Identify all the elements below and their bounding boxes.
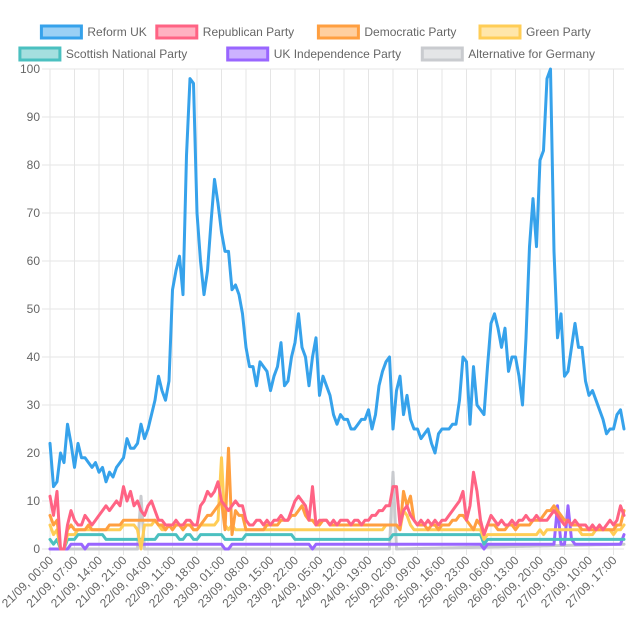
legend-swatch — [39, 24, 83, 40]
legend-item-uk-independence-party[interactable]: UK Independence Party — [226, 46, 401, 62]
series-line-scottish-national-party[interactable] — [48, 533, 626, 551]
legend-swatch — [226, 46, 270, 62]
y-tick-label: 40 — [27, 350, 41, 364]
legend-item-scottish-national-party[interactable]: Scottish National Party — [18, 46, 187, 62]
y-tick-label: 100 — [20, 62, 40, 76]
legend-item-reform-uk[interactable]: Reform UK — [39, 24, 147, 40]
grid-lines — [42, 68, 624, 555]
series-line-green-party[interactable] — [48, 456, 626, 551]
legend-item-alternative-for-germany[interactable]: Alternative for Germany — [420, 46, 595, 62]
series-line-reform-uk[interactable] — [48, 67, 626, 489]
legend-label: Scottish National Party — [66, 47, 187, 61]
y-tick-label: 70 — [27, 206, 41, 220]
legend-label: Green Party — [526, 25, 591, 39]
legend-item-democratic-party[interactable]: Democratic Party — [316, 24, 456, 40]
y-tick-label: 30 — [27, 398, 41, 412]
y-tick-label: 60 — [27, 254, 41, 268]
legend: Reform UK Republican Party Democratic Part… — [18, 24, 595, 62]
y-tick-label: 50 — [27, 302, 41, 316]
legend-label: Democratic Party — [364, 25, 456, 39]
y-tick-label: 20 — [27, 446, 41, 460]
y-tick-label: 10 — [27, 494, 41, 508]
series-line-uk-independence-party[interactable] — [48, 504, 626, 551]
legend-swatch — [478, 24, 522, 40]
legend-swatch — [155, 24, 199, 40]
legend-label: Reform UK — [87, 25, 146, 39]
y-tick-label: 90 — [27, 110, 41, 124]
legend-swatch — [420, 46, 464, 62]
series-line-alternative-for-germany[interactable] — [48, 470, 626, 551]
y-tick-label: 80 — [27, 158, 41, 172]
legend-item-green-party[interactable]: Green Party — [478, 24, 591, 40]
series-layer — [48, 67, 626, 551]
legend-item-republican-party[interactable]: Republican Party — [155, 24, 294, 40]
legend-label: Alternative for Germany — [468, 47, 595, 61]
legend-label: Republican Party — [203, 25, 294, 39]
legend-swatch — [18, 46, 62, 62]
y-tick-label: 0 — [33, 542, 40, 556]
legend-swatch — [316, 24, 360, 40]
y-axis: 0 10 20 30 40 50 60 70 80 90 100 — [20, 62, 40, 556]
series-line-republican-party[interactable] — [48, 470, 626, 551]
legend-label: UK Independence Party — [274, 47, 401, 61]
